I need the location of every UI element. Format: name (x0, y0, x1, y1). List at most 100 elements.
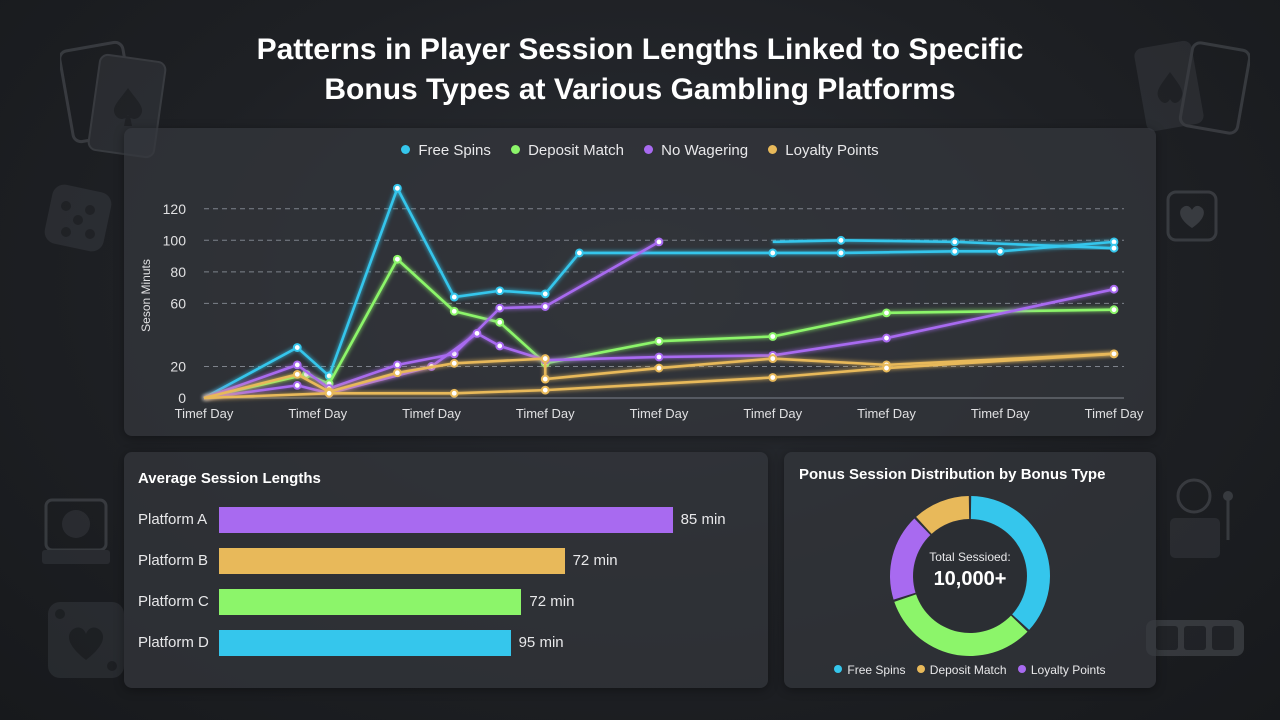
bar-row: Platform B 72 min (138, 548, 758, 574)
legend-dot (1017, 665, 1026, 673)
data-point[interactable] (392, 183, 402, 193)
x-tick-label: Timef Day (971, 406, 1030, 421)
data-point[interactable] (449, 358, 459, 368)
legend-dot (511, 145, 521, 154)
donut-center-value: 10,000+ (933, 568, 1007, 590)
bar[interactable] (219, 548, 565, 574)
bar-value-label: 85 min (680, 511, 726, 528)
bar-value-label: 72 min (572, 552, 618, 569)
data-point[interactable] (540, 302, 550, 311)
data-point[interactable] (449, 306, 459, 316)
y-tick-label: 60 (170, 295, 186, 311)
data-point[interactable] (882, 333, 891, 343)
donut-chart-title: Ponus Session Distribution by Bonus Type (799, 466, 1106, 483)
donut-legend-item-loyalty-points[interactable]: Loyalty Points (1017, 663, 1106, 677)
legend-item-free-spins[interactable]: Free Spins (401, 142, 491, 159)
data-point[interactable] (1109, 284, 1119, 294)
data-point[interactable] (836, 235, 846, 245)
data-point[interactable] (495, 317, 505, 327)
data-point[interactable] (882, 308, 891, 318)
line-chart: 0 20 60 80 100 120 Timef Day Timef Day Timef Day… (139, 183, 1144, 421)
bar-category-label: Platform A (138, 511, 208, 528)
donut-segment-free-spins[interactable] (970, 496, 1050, 630)
donut-segment-loyalty-points[interactable] (890, 518, 931, 600)
data-point[interactable] (654, 363, 664, 373)
data-point[interactable] (324, 388, 334, 398)
data-point[interactable] (768, 248, 778, 258)
bar[interactable] (219, 589, 522, 615)
data-point[interactable] (540, 374, 550, 384)
x-tick-label: Timef Day (743, 406, 802, 421)
series-line-no-wagering (203, 240, 660, 400)
data-point[interactable] (950, 237, 960, 247)
data-point[interactable] (768, 332, 778, 341)
legend-item-no-wagering[interactable]: No Wagering (644, 142, 748, 159)
title-line-2: Bonus Types at Various Gambling Platform… (324, 73, 956, 106)
legend-item-deposit-match[interactable]: Deposit Match (511, 142, 624, 159)
data-point[interactable] (495, 341, 505, 351)
data-point[interactable] (392, 254, 402, 264)
data-point[interactable] (882, 363, 891, 373)
data-point[interactable] (768, 373, 778, 382)
bar-value-label: 95 min (518, 634, 564, 651)
donut-legend-item-free-spins[interactable]: Free Spins (834, 663, 905, 677)
donut-legend-item-deposit-match[interactable]: Deposit Match (916, 663, 1007, 677)
data-point[interactable] (768, 354, 778, 363)
data-point[interactable] (950, 246, 960, 256)
y-tick-label: 100 (163, 232, 187, 248)
x-tick-label: Timef Day (175, 406, 234, 421)
data-point[interactable] (449, 292, 459, 302)
data-point[interactable] (392, 368, 402, 378)
legend-dot (916, 665, 925, 673)
bar-chart-title: Average Session Lengths (138, 470, 321, 487)
y-tick-label: 80 (170, 264, 186, 280)
data-point[interactable] (495, 303, 505, 313)
data-point[interactable] (1109, 349, 1119, 359)
x-tick-label: Timef Day (288, 406, 347, 421)
bar-category-label: Platform B (138, 552, 209, 569)
bar[interactable] (219, 507, 673, 533)
donut-legend-label: Deposit Match (929, 663, 1007, 677)
donut-legend: Free Spins Deposit Match Loyalty Points (784, 663, 1156, 677)
data-point[interactable] (472, 328, 482, 338)
data-point[interactable] (540, 354, 550, 363)
data-point[interactable] (654, 352, 664, 362)
x-tick-label: Timef Day (402, 406, 461, 421)
donut-segment-deposit-match[interactable] (894, 594, 1028, 656)
y-tick-label: 20 (170, 358, 186, 374)
data-point[interactable] (292, 360, 302, 370)
heart-card-icon (48, 602, 124, 678)
bar[interactable] (219, 630, 511, 656)
data-point[interactable] (995, 246, 1005, 256)
data-point[interactable] (292, 380, 302, 390)
data-point[interactable] (495, 286, 505, 296)
line-chart-legend: Free Spins Deposit Match No Wagering Loy… (124, 142, 1156, 159)
data-point[interactable] (1109, 305, 1119, 315)
data-point[interactable] (540, 385, 550, 395)
donut-hole (914, 520, 1026, 632)
donut-segment-deposit-match[interactable] (916, 496, 970, 534)
x-tick-label: Timef Day (857, 406, 916, 421)
data-point[interactable] (1109, 243, 1119, 253)
data-point[interactable] (292, 343, 302, 352)
data-point[interactable] (836, 248, 846, 258)
legend-item-loyalty-points[interactable]: Loyalty Points (768, 142, 879, 159)
data-point[interactable] (292, 369, 302, 379)
line-chart-panel: Free Spins Deposit Match No Wagering Loy… (124, 128, 1156, 436)
data-point[interactable] (449, 388, 459, 398)
bar-row: Platform C 72 min (138, 589, 758, 615)
legend-label-loyalty-points: Loyalty Points (785, 142, 879, 159)
data-point[interactable] (654, 336, 664, 346)
data-point[interactable] (392, 360, 402, 370)
bar-row: Platform A 85 min (138, 507, 758, 533)
legend-label-no-wagering: No Wagering (661, 142, 749, 159)
bar-row: Platform D 95 min (138, 630, 758, 656)
data-point[interactable] (540, 289, 550, 299)
bar-category-label: Platform D (138, 634, 209, 651)
slot-machine-right-icon (1170, 478, 1233, 558)
playing-cards-spade-icon (1134, 40, 1250, 135)
title-line-1: Patterns in Player Session Lengths Linke… (256, 33, 1024, 66)
data-point[interactable] (574, 248, 584, 258)
legend-dot (834, 665, 843, 673)
data-point[interactable] (654, 237, 664, 247)
